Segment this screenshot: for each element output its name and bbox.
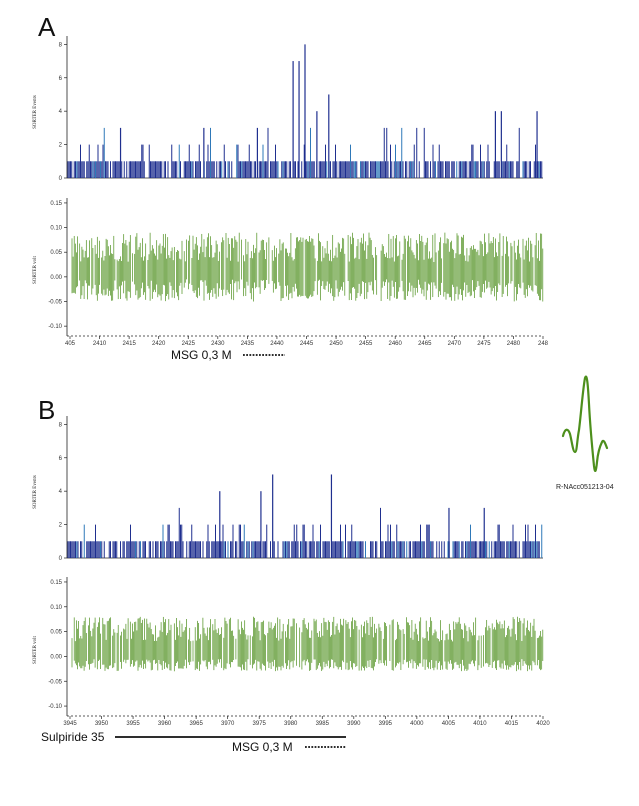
panel-a-wave-ytick-label: 0.15 (50, 201, 62, 207)
panel-b-hist-ytick-label: 6 (59, 456, 63, 462)
panel-a-xtick-label: 2470 (448, 341, 462, 347)
panel-a-wave-ylabel: SORTER volt (33, 255, 38, 284)
panel-a-hist-ytick-label: 0 (59, 176, 63, 182)
panel-b-wave-ytick-label: 0.05 (50, 630, 62, 636)
panel-b-hist-ylabel: SORTER Events (33, 475, 38, 509)
panel-a-hist-ylabel: SORTER Events (33, 95, 38, 129)
panel-a-xtick-label: 2410 (93, 341, 107, 347)
panel-b-xtick-label: 3945 (63, 721, 77, 727)
panel-a-wave-ytick-label: 0.00 (50, 275, 62, 281)
panel-a-xtick-label: 2430 (211, 341, 225, 347)
panel-a-xtick-label: 405 (65, 341, 76, 347)
panel-b-xtick-label: 4000 (410, 721, 424, 727)
panel-b-xaxis: 3945 3950 3955 3960 3965 3970 3975 3980 3985 3990… (63, 716, 550, 727)
panel-a-xtick-label: 248 (538, 341, 549, 347)
panel-a-xtick-label: 2460 (389, 341, 403, 347)
unit-label: R-NAcc051213-04 (556, 484, 614, 491)
panel-a-hist-ytick-label: 4 (59, 109, 63, 115)
panel-b-xtick-label: 4015 (505, 721, 519, 727)
panel-b-wave-ytick-label: -0.10 (48, 704, 62, 710)
panel-b-xtick-label: 3980 (284, 721, 298, 727)
panel-b-xtick-label: 3985 (316, 721, 330, 727)
panel-b-wave-ytick-label: 0.10 (50, 605, 62, 611)
panel-a-xtick-label: 2420 (152, 341, 166, 347)
panel-b-hist-ytick-label: 2 (59, 523, 63, 529)
panel-a-xtick-label: 2455 (359, 341, 373, 347)
panel-a-xtick-label: 2465 (418, 341, 432, 347)
panel-b-xtick-label: 3950 (95, 721, 109, 727)
panel-b-xtick-label: 4005 (442, 721, 456, 727)
panel-a-xtick-label: 2415 (122, 341, 136, 347)
panel-a-xtick-label: 2450 (329, 341, 343, 347)
panel-b-xtick-label: 3975 (253, 721, 267, 727)
panel-a-hist: SORTER Events 0 2 4 6 8 (33, 36, 543, 182)
panel-a-wave: SORTER volt -0.10 -0.05 0.00 0.05 0.10 0.15 (33, 198, 544, 337)
panel-b-hist: SORTER Events 0 2 4 6 8 (33, 416, 543, 562)
panel-a-xaxis: 405 2410 2415 2420 2425 2430 2435 2440 2445 2450 2… (65, 336, 549, 347)
panel-a-wave-ytick-label: -0.05 (48, 300, 62, 306)
panel-a-xtick-label: 2480 (507, 341, 521, 347)
unit-waveform-icon (561, 375, 609, 472)
panel-a-hist-ytick-label: 6 (59, 76, 63, 82)
panel-b-hist-ytick-label: 8 (59, 422, 63, 428)
panel-a-xtick-label: 2425 (182, 341, 196, 347)
panel-letter-b: B (38, 395, 55, 425)
panel-b-wave-ytick-label: -0.05 (48, 679, 62, 685)
panel-b-sulpiride-label: Sulpiride 35 (41, 730, 105, 744)
panel-b-msg-label: MSG 0,3 M (232, 740, 293, 754)
panel-a-wave-ytick-label: 0.10 (50, 226, 62, 232)
panel-letter-a: A (38, 12, 56, 42)
panel-a-wave-ytick-label: -0.10 (48, 324, 62, 330)
panel-b-xtick-label: 3965 (189, 721, 203, 727)
panel-b-xtick-label: 3955 (126, 721, 140, 727)
panel-a-xtick-label: 2435 (241, 341, 255, 347)
panel-a-hist-ytick-label: 2 (59, 143, 63, 149)
panel-b-xtick-label: 3970 (221, 721, 235, 727)
panel-b-xtick-label: 3960 (158, 721, 172, 727)
panel-b-xtick-label: 4010 (473, 721, 487, 727)
panel-a-xtick-label: 2475 (477, 341, 491, 347)
panel-b-wave-ylabel: SORTER volt (33, 635, 38, 664)
panel-b-hist-ytick-label: 4 (59, 489, 63, 495)
panel-b-wave-ytick-label: 0.15 (50, 580, 62, 586)
panel-b-xtick-label: 4020 (536, 721, 550, 727)
panel-b-wave: SORTER volt -0.10 -0.05 0.00 0.05 0.10 0.15 (33, 577, 544, 717)
panel-a-xtick-label: 2445 (300, 341, 314, 347)
panel-a-wave-ytick-label: 0.05 (50, 250, 62, 256)
panel-b-wave-ytick-label: 0.00 (50, 654, 62, 660)
panel-a-msg-label: MSG 0,3 M (171, 348, 232, 362)
panel-b-xtick-label: 3990 (347, 721, 361, 727)
panel-a-xtick-label: 2440 (270, 341, 284, 347)
panel-b-hist-ytick-label: 0 (59, 556, 63, 562)
panel-b-xtick-label: 3995 (379, 721, 393, 727)
panel-a-hist-ytick-label: 8 (59, 42, 63, 48)
